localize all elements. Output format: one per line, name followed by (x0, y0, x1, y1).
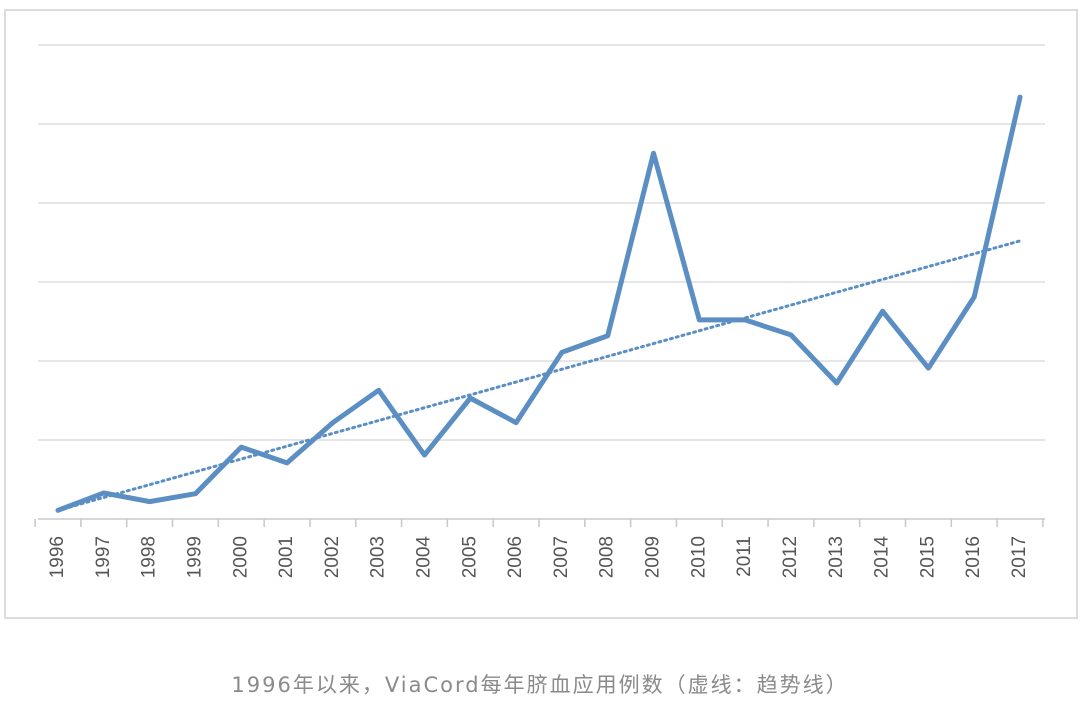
x-tick-label: 1998 (139, 536, 160, 578)
x-tick-label: 2004 (413, 536, 434, 579)
x-tick-label: 2002 (322, 536, 343, 578)
data-line (55, 94, 1023, 513)
caption: 1996年以来，ViaCord每年脐血应用例数（虚线：趋势线） (231, 673, 848, 697)
x-tick-label: 2001 (276, 536, 297, 578)
x-tick-label: 2010 (688, 536, 709, 578)
trend-line (56, 239, 1022, 512)
x-tick-label: 2008 (597, 536, 618, 578)
x-tick-label: 2007 (551, 536, 572, 578)
chart-frame (4, 9, 1078, 619)
x-tick-label: 1999 (184, 536, 205, 578)
x-tick-label: 1996 (47, 536, 68, 578)
x-tick-label: 2015 (917, 536, 938, 578)
x-tick-label: 2016 (963, 536, 984, 578)
x-tick-label: 2006 (505, 536, 526, 578)
x-tick-label: 1997 (93, 536, 114, 578)
x-tick-label: 2003 (368, 536, 389, 578)
x-tick-label: 2017 (1009, 536, 1030, 578)
x-tick-label: 2011 (734, 536, 755, 577)
x-tick-label: 2009 (643, 536, 664, 578)
x-tick-label: 2014 (872, 536, 893, 579)
x-tick-label: 2005 (459, 536, 480, 578)
x-tick-label: 2012 (780, 536, 801, 578)
x-tick-label: 2000 (230, 536, 251, 578)
x-tick-label: 2013 (826, 536, 847, 578)
